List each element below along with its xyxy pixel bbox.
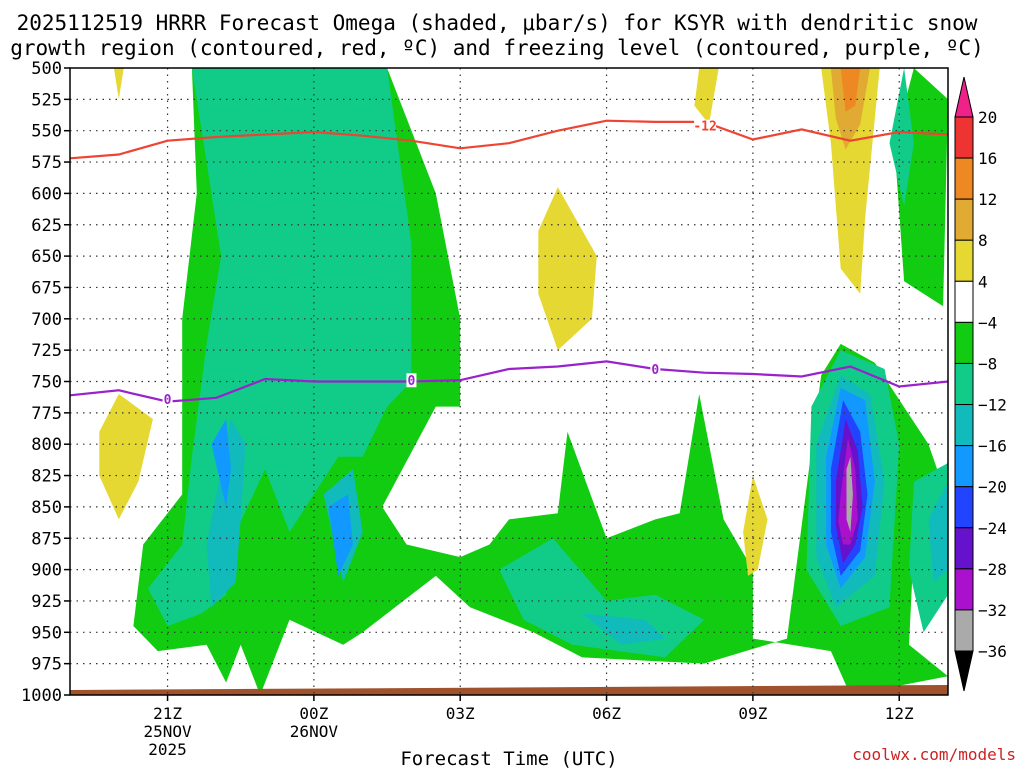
colorbar-bin-5 [954,321,974,364]
y-tick-label-875: 875 [31,529,62,549]
dendritic-label-bg [694,119,717,132]
omega-region-24 [821,68,880,294]
colorbar-label-4: 4 [978,272,988,291]
omega-region-12 [211,419,231,507]
omega-region-19 [113,68,124,100]
colorbar-label-2: 12 [978,190,997,209]
colorbar-bin-7 [954,404,974,447]
y-tick-label-500: 500 [31,59,62,79]
gridlines [70,68,948,695]
x-axis-label: Forecast Time (UTC) [400,748,617,768]
freezing-label-bg-2 [650,361,661,376]
colorbar-bin-2 [954,198,974,241]
colorbar-bin-4 [954,280,974,323]
colorbar-label-9: −20 [978,478,1007,497]
colorbar-bin-3 [954,239,974,282]
colorbar-bin-1 [954,157,974,200]
omega-region-25 [830,68,870,150]
freezing-contour-label-2: 0 [651,363,659,378]
colorbar-label-11: −28 [978,560,1007,579]
colorbar-label-7: −12 [978,396,1007,415]
freezing-label-bg-1 [406,373,417,388]
omega-region-7 [206,419,246,608]
y-tick-label-800: 800 [31,435,62,455]
contour-lines: -12 0 0 0 [70,119,948,408]
omega-region-6 [889,68,914,206]
colorbar-label-13: −36 [978,642,1007,661]
omega-region-23 [743,475,768,576]
ground-strip [70,684,948,695]
y-tick-label-700: 700 [31,310,62,330]
colorbar-label-1: 16 [978,149,997,168]
x-tick-label-03Z: 03Z [446,704,475,723]
x-tick-label-21Z: 21Z [153,704,182,723]
axes: 500 525 550 575 600 625 650 675 700 725 750 775 800 8… [21,59,949,759]
x-tick-label-09Z: 09Z [738,704,767,723]
y-tick-label-825: 825 [31,467,62,487]
y-tick-label-725: 725 [31,341,62,361]
y-tick-label-575: 575 [31,153,62,173]
credit-text: coolwx.com/models [852,745,1016,764]
y-tick-label-850: 850 [31,498,62,518]
ground-layer [70,684,948,695]
y-tick-label-650: 650 [31,247,62,267]
x-tick-sub1-21Z: 25NOV [143,722,192,741]
chart-title-line2: growth region (contoured, red, ºC) and f… [10,36,984,60]
colorbar-bin-10 [954,527,974,570]
y-tick-label-775: 775 [31,404,62,424]
colorbar-label-8: −16 [978,437,1007,456]
colorbar-label-5: −4 [978,313,997,332]
omega-region-13 [328,494,353,576]
colorbar-label-6: −8 [978,354,997,373]
x-tick-sub1-00Z: 26NOV [290,722,339,741]
freezing-level-line [70,360,948,403]
dendritic-contour-label: -12 [693,120,716,135]
omega-region-11 [928,481,948,583]
omega-region-9 [582,613,666,645]
omega-region-21 [538,187,597,351]
colorbar-label-3: 8 [978,231,988,250]
y-tick-label-950: 950 [31,623,62,643]
omega-region-22 [694,68,719,125]
colorbar-bottom-arrow [954,650,974,692]
freezing-contour-label-0: 0 [164,393,172,408]
colorbar-bin-0 [954,116,974,159]
dendritic-growth-line [70,119,948,160]
omega-region-2 [148,68,412,626]
colorbar-bin-6 [954,362,974,406]
freezing-contour-label-1: 0 [408,374,416,389]
y-tick-label-1000: 1000 [21,686,62,706]
omega-region-26 [840,68,861,112]
x-tick-sub2-21Z: 2025 [148,740,187,759]
y-tick-label-675: 675 [31,278,62,298]
y-tick-label-975: 975 [31,655,62,675]
colorbar-label-10: −24 [978,519,1007,538]
x-tick-label-06Z: 06Z [592,704,621,723]
y-tick-label-925: 925 [31,592,62,612]
x-tick-label-12Z: 12Z [885,704,914,723]
colorbar-top-arrow [954,76,974,118]
colorbar-label-12: −32 [978,601,1007,620]
colorbar-bin-8 [954,445,974,488]
y-tick-label-550: 550 [31,122,62,142]
y-tick-label-750: 750 [31,373,62,393]
colorbar: 20 16 12 8 4 −4 −8 −12 −16 −20 −24 −28 −32 −36 [954,76,1007,692]
colorbar-bin-9 [954,486,974,529]
y-tick-label-600: 600 [31,184,62,204]
freezing-label-bg-0 [162,392,173,407]
x-tick-label-00Z: 00Z [299,704,328,723]
colorbar-label-0: 20 [978,108,997,127]
y-tick-label-625: 625 [31,216,62,236]
colorbar-bin-11 [954,568,974,611]
y-tick-label-525: 525 [31,90,62,110]
omega-region-20 [99,394,153,520]
colorbar-bin-12 [954,609,974,652]
chart-title-line1: 2025112519 HRRR Forecast Omega (shaded, … [17,11,978,35]
y-tick-label-900: 900 [31,561,62,581]
